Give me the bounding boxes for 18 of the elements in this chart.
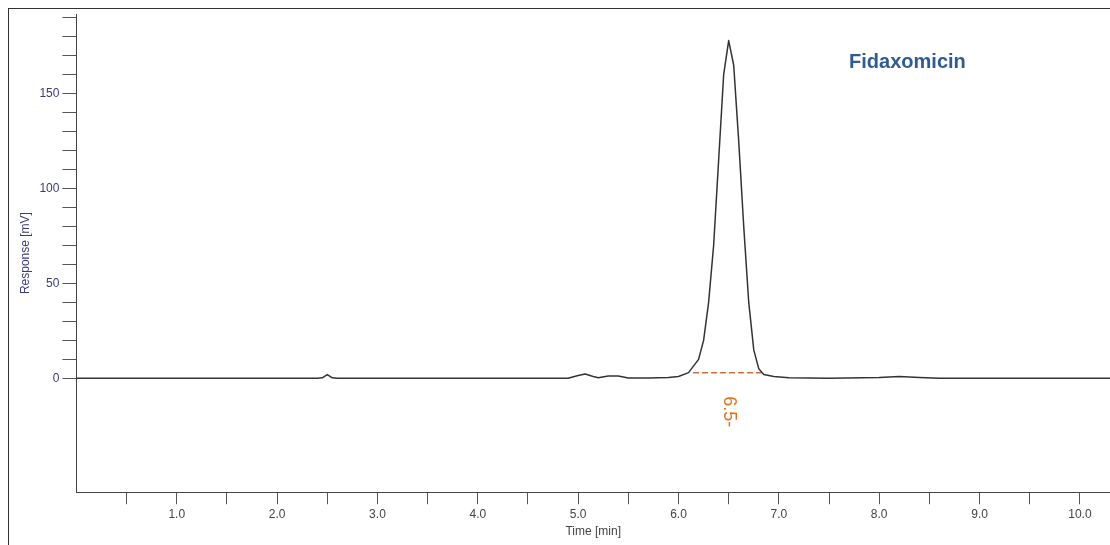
x-tick-label: 8.0 xyxy=(870,506,888,521)
x-tick-label: 4.0 xyxy=(469,506,487,521)
y-tick-label: 150 xyxy=(39,86,60,101)
x-tick-label: 9.0 xyxy=(971,506,989,521)
x-tick-label: 2.0 xyxy=(268,506,286,521)
x-tick-label: 7.0 xyxy=(770,506,788,521)
x-tick-label: 1.0 xyxy=(168,506,186,521)
annotation: 6.5- xyxy=(719,396,740,428)
x-tick-label: 6.0 xyxy=(670,506,688,521)
y-tick-label: 100 xyxy=(39,180,60,195)
text: Fidaxomicin xyxy=(849,49,966,72)
y-axis-title: Response [mV] xyxy=(17,212,32,295)
x-axis-title: Time [min] xyxy=(565,524,621,539)
x-tick-label: 10.0 xyxy=(1068,506,1092,521)
x-tick-label: 5.0 xyxy=(569,506,587,521)
y-tick-label: 0 xyxy=(52,370,60,385)
x-tick-label: 3.0 xyxy=(369,506,387,521)
y-tick-label: 50 xyxy=(46,275,60,290)
